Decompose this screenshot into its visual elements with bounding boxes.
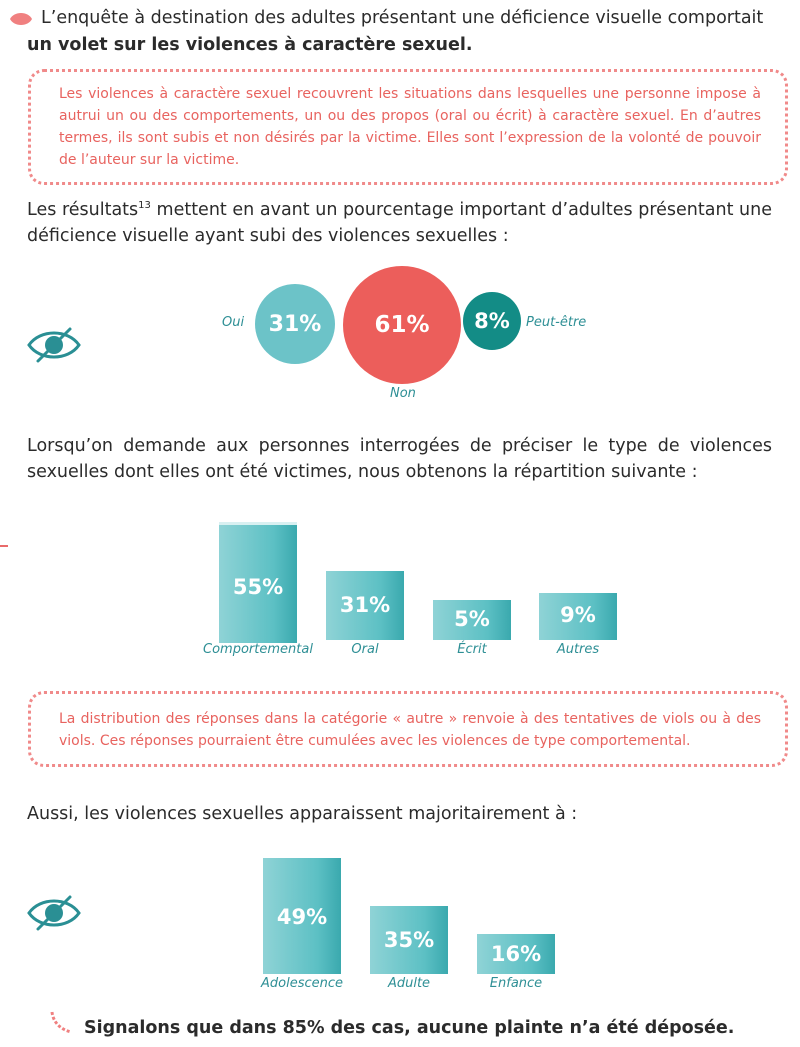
bar-enfance: 16% (477, 934, 555, 974)
bar-ecrit-label: Écrit (457, 642, 487, 657)
bar-autres-label: Autres (556, 642, 600, 657)
bubble-label-peut-etre: Peut-être (526, 315, 587, 330)
bubble-label-oui: Oui (222, 315, 245, 330)
bar-comportemental-label: Comportemental (203, 642, 313, 657)
note-callout: La distribution des réponses dans la cat… (28, 691, 788, 767)
bar-adulte-label: Adulte (387, 976, 431, 991)
footnote-ref: 13 (138, 200, 151, 211)
eye-slash-icon (27, 327, 81, 363)
intro-line-2: un volet sur les violences à caractère s… (27, 35, 473, 55)
eye-slash-icon (27, 895, 81, 931)
bar-adulte: 35% (370, 906, 448, 974)
bar-oral: 31% (326, 571, 404, 640)
definition-callout: Les violences à caractère sexuel recouvr… (28, 69, 788, 185)
age-paragraph: Aussi, les violences sexuelles apparaiss… (27, 804, 578, 824)
leaf-bullet-icon (10, 13, 32, 25)
bar-ecrit: 5% (433, 600, 511, 640)
results-prefix: Les résultats (27, 199, 139, 220)
results-suffix: mettent en avant un pourcentage importan… (27, 199, 772, 246)
bar-comportemental-value: 55% (232, 575, 284, 599)
bar-comportemental: 55% (219, 522, 297, 643)
bubble-oui: 31% (255, 284, 335, 364)
type-paragraph: Lorsqu’on demande aux personnes interrog… (27, 436, 772, 482)
bubble-non: 61% (343, 266, 461, 384)
bubble-peut-etre: 8% (463, 292, 521, 350)
bar-ecrit-value: 5% (454, 607, 490, 631)
results-paragraph: Les résultats13 mettent en avant un pour… (27, 193, 772, 249)
quote-mark-icon (50, 1011, 72, 1034)
definition-text: Les violences à caractère sexuel recouvr… (59, 86, 761, 168)
margin-mark (0, 545, 8, 547)
bar-adulte-value: 35% (383, 928, 435, 952)
footer-statement: Signalons que dans 85% des cas, aucune p… (84, 1018, 735, 1038)
bar-oral-value: 31% (339, 593, 391, 617)
bar-adolescence: 49% (263, 858, 341, 974)
bar-adolescence-value: 49% (276, 905, 328, 929)
bar-oral-label: Oral (351, 642, 379, 657)
bar-enfance-value: 16% (490, 942, 542, 966)
bar-autres-value: 9% (560, 603, 596, 627)
bubble-label-non: Non (390, 386, 416, 401)
bar-adolescence-label: Adolescence (260, 976, 343, 991)
intro-line-1: L’enquête à destination des adultes prés… (41, 8, 764, 28)
bar-enfance-label: Enfance (489, 976, 543, 991)
note-text: La distribution des réponses dans la cat… (59, 711, 761, 749)
bar-autres: 9% (539, 593, 617, 640)
